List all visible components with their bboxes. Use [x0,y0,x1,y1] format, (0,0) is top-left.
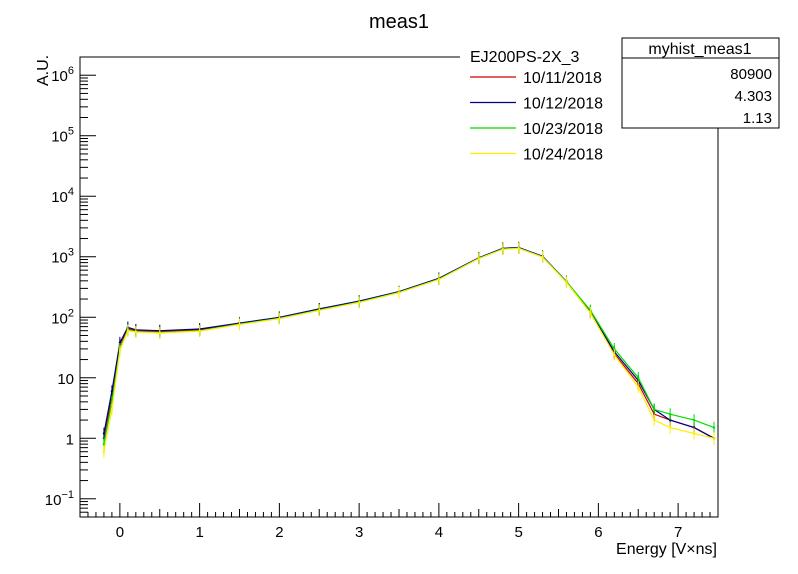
legend-label: 10/23/2018 [523,121,603,138]
stats-box: myhist_meas1 80900 4.303 1.13 [621,37,780,129]
data-point [613,347,616,351]
legend-entries: 10/11/2018 10/12/2018 10/23/2018 10/24/2018 [470,70,603,164]
series-line-0 [103,247,715,439]
x-tick-label: 2 [275,524,283,541]
legend-label: 10/11/2018 [523,70,602,87]
x-tick-label: 0 [116,524,124,541]
data-point [102,442,106,446]
data-point [397,291,401,294]
x-tick-label: 1 [195,524,203,541]
data-point [692,432,696,435]
stats-stddev-value: 1.13 [743,110,772,127]
chart-title: meas1 [369,11,429,33]
data-point [517,247,520,250]
series-line-1 [103,246,715,439]
legend-background [460,43,635,173]
x-tick-label: 6 [594,524,602,541]
series-line-2 [103,247,715,445]
y-tick-label: 102 [51,307,74,327]
data-point [653,408,656,411]
y-tick-label: 104 [51,186,74,206]
axes-layer: 0 1 2 3 4 5 6 7 10−1 1 10 102 103 104 105 106 [45,56,719,541]
data-point [102,432,106,435]
stats-title: myhist_meas1 [648,41,751,58]
data-point [318,309,321,312]
data-point [565,281,568,284]
data-point [126,329,130,332]
data-point [158,331,161,335]
data-point [477,257,480,260]
data-point [501,248,504,251]
x-tick-label: 3 [355,524,363,541]
data-point [668,426,672,429]
data-point [653,418,656,422]
legend-header: EJ200PS-2X_3 [470,49,580,66]
data-point [541,255,544,259]
x-tick-label: 7 [674,524,682,541]
data-point [134,330,138,334]
y-tick-label: 10 [57,371,74,388]
stats-mean-value: 4.303 [734,88,772,105]
x-tick-label: 4 [435,524,443,541]
data-point [118,341,122,344]
data-point [637,376,640,379]
y-tick-label: 10−1 [45,489,74,509]
y-tick-label: 103 [51,247,74,267]
data-point [668,412,672,416]
data-point [102,450,106,453]
legend-label: 10/24/2018 [523,147,603,164]
series-line-3 [103,247,715,452]
data-point [110,389,114,393]
data-point [110,408,114,411]
stats-background [621,37,780,129]
data-point [637,385,640,389]
data-point [118,349,122,352]
x-tick-label: 5 [514,524,522,541]
data-point [589,311,592,315]
data-point [692,418,696,422]
data-point [437,278,441,281]
x-axis-label: Energy [V×ns] [616,541,717,558]
y-axis-label: A.U. [35,55,52,86]
data-point [357,301,361,304]
data-point [278,317,281,320]
legend-box: EJ200PS-2X_3 10/11/2018 10/12/2018 10/23/2… [460,43,635,173]
legend-label: 10/12/2018 [523,96,603,113]
data-point [238,323,241,326]
data-point [198,329,201,333]
y-tick-label: 105 [51,126,74,146]
y-tick-label: 1 [66,431,74,448]
y-tick-label: 106 [51,65,74,85]
data-point [712,437,716,440]
stats-entries-value: 80900 [730,66,772,83]
series-layer [102,241,716,458]
data-point [712,426,716,429]
data-point [613,353,616,356]
